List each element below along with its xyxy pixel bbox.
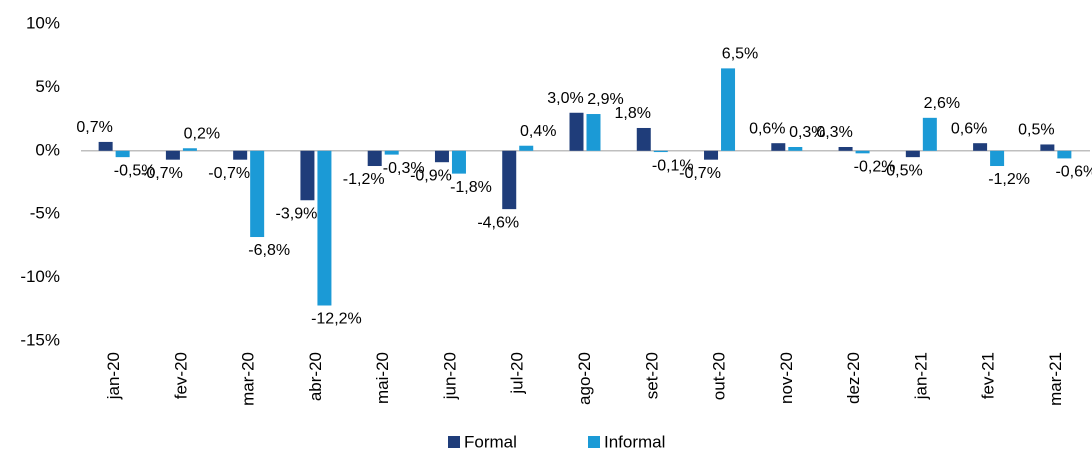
value-label: 1,8% <box>615 105 651 122</box>
bar <box>990 150 1005 167</box>
x-tick-label: jan-21 <box>911 352 930 400</box>
bar <box>905 150 920 158</box>
value-label: 0,6% <box>749 120 785 137</box>
value-label: 0,3% <box>789 124 825 141</box>
bar <box>367 150 382 167</box>
x-tick-label: fev-20 <box>171 352 190 399</box>
y-tick-label: 5% <box>35 77 60 96</box>
bar <box>182 148 197 151</box>
legend-label: Formal <box>464 432 517 451</box>
value-label: -0,7% <box>679 165 721 182</box>
value-label: -0,3% <box>383 160 425 177</box>
y-tick-label: -5% <box>30 204 60 223</box>
bar <box>451 150 466 174</box>
bar <box>788 146 803 151</box>
bar <box>317 150 332 306</box>
x-tick-label: mai-20 <box>373 352 392 404</box>
bar <box>771 143 786 151</box>
value-label: -1,2% <box>343 171 385 188</box>
value-label: 0,7% <box>76 119 112 136</box>
bar <box>704 150 719 160</box>
value-label: 6,5% <box>722 46 758 63</box>
x-tick-label: fev-21 <box>979 352 998 399</box>
value-label: -1,8% <box>450 179 492 196</box>
x-tick-label: mar-20 <box>239 352 258 406</box>
bar <box>838 146 853 151</box>
x-tick-label: out-20 <box>710 352 729 400</box>
value-label: 0,6% <box>951 120 987 137</box>
value-label: 0,2% <box>184 125 220 142</box>
value-label: 3,0% <box>547 90 583 107</box>
legend-swatch <box>448 436 460 448</box>
bar <box>300 150 315 201</box>
value-label: 0,4% <box>520 123 556 140</box>
legend-label: Informal <box>604 432 665 451</box>
bar <box>502 150 517 210</box>
x-tick-label: jun-20 <box>440 352 459 400</box>
y-tick-label: 10% <box>26 13 60 32</box>
value-label: -0,6% <box>1055 164 1092 181</box>
bar <box>115 150 130 158</box>
x-tick-label: set-20 <box>642 352 661 399</box>
y-tick-label: 0% <box>35 140 60 159</box>
value-label: -4,6% <box>477 214 519 231</box>
bar <box>165 150 180 160</box>
x-tick-label: mar-21 <box>1046 352 1065 406</box>
y-tick-label: -10% <box>20 267 60 286</box>
bar <box>855 150 870 154</box>
value-label: -3,9% <box>276 205 318 222</box>
bar <box>721 68 736 151</box>
bar <box>233 150 248 160</box>
value-label: -1,2% <box>988 171 1030 188</box>
y-tick-label: -15% <box>20 330 60 349</box>
bar <box>586 114 601 151</box>
value-label: 0,5% <box>1018 122 1054 139</box>
value-label: -0,9% <box>410 167 452 184</box>
x-tick-label: abr-20 <box>306 352 325 401</box>
bar <box>250 150 265 238</box>
x-tick-label: jan-20 <box>104 352 123 400</box>
bar <box>519 145 534 151</box>
value-label: 2,9% <box>587 91 623 108</box>
value-label: -0,7% <box>208 165 250 182</box>
bar <box>384 150 399 155</box>
value-label: -0,5% <box>114 162 156 179</box>
legend-swatch <box>588 436 600 448</box>
value-label: -6,8% <box>248 242 290 259</box>
value-label: -0,1% <box>652 157 694 174</box>
x-tick-label: nov-20 <box>777 352 796 404</box>
x-tick-label: jul-20 <box>508 352 527 395</box>
bar <box>1040 144 1055 151</box>
bar <box>653 150 668 153</box>
value-label: 0,3% <box>816 124 852 141</box>
x-tick-label: dez-20 <box>844 352 863 404</box>
value-label: 2,6% <box>924 95 960 112</box>
x-tick-label: ago-20 <box>575 352 594 405</box>
value-label: -0,2% <box>854 159 896 176</box>
bar <box>922 117 937 151</box>
bar <box>98 141 113 151</box>
bar <box>973 143 988 151</box>
value-label: -12,2% <box>311 311 362 328</box>
value-label: -0,7% <box>141 165 183 182</box>
bar <box>1057 150 1072 159</box>
bar <box>569 112 584 151</box>
bar <box>434 150 449 163</box>
value-label: -0,5% <box>881 162 923 179</box>
bar <box>636 127 651 151</box>
